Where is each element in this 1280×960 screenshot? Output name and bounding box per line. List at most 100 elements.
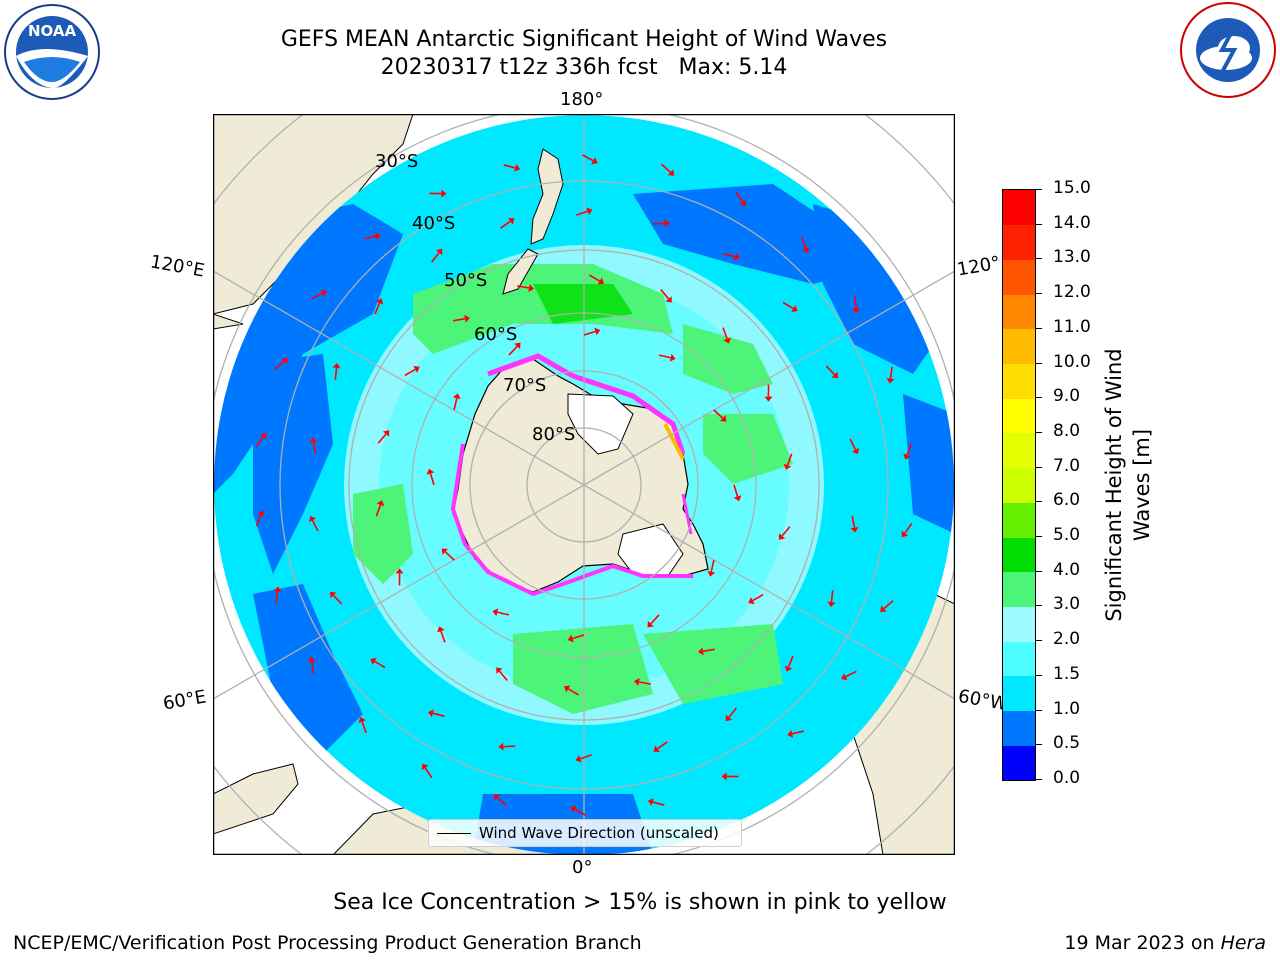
wind-arrow-head [748,597,755,605]
colorbar-tick-label: 4.0 [1053,559,1081,580]
wind-arrow-shaft [517,285,530,289]
wind-arrow-shaft [496,797,507,807]
wind-arrow-shaft [652,801,665,806]
wind-arrow-shaft [334,367,338,380]
wind-arrow-head [787,729,794,738]
lat-label-40s: 40°S [412,213,456,234]
wind-arrow-shaft [710,559,715,572]
colorbar-tick-label: 5.0 [1053,525,1081,546]
noaa-logo-text: NOAA [28,22,77,40]
wind-arrow-head [492,608,499,617]
lat-label-30s: 30°S [375,151,419,172]
wind-arrow-head [309,437,318,444]
wind-arrow-shaft [311,519,319,532]
footer-right: 19 Mar 2023 on Hera [1064,932,1266,954]
wind-arrow-head [721,772,727,781]
colorbar-tick-label: 11.0 [1053,316,1091,337]
wind-arrow-shaft [312,442,317,455]
wind-arrow-shaft [580,754,592,760]
colorbar-tick-label: 6.0 [1053,490,1081,511]
wind-arrow-shaft [588,274,601,282]
wind-arrow-shaft [845,670,857,678]
map-legend: Wind Wave Direction (unscaled) [428,819,742,847]
wind-arrow-head [428,709,434,718]
wind-arrow-head [435,248,443,256]
colorbar-band [1003,432,1035,469]
wind-arrow-head [719,415,727,422]
wind-arrow-head [903,453,911,460]
colorbar-tick-label: 12.0 [1053,282,1091,303]
wind-arrow-shaft [374,302,381,315]
wind-arrow-head [850,526,859,533]
wind-arrow-head [464,314,470,323]
chart-title-line2: 20230317 t12z 336h fcst Max: 5.14 [380,55,788,80]
wind-arrow-shaft [431,252,440,263]
colorbar-tick-mark [1035,258,1042,260]
wind-arrow-head [395,568,404,574]
footer-date: 19 Mar 2023 on [1064,932,1221,954]
wind-arrow-shaft [650,614,660,625]
wind-arrow-head [563,685,571,693]
wind-arrow-head [441,548,449,555]
wind-arrow-shaft [652,222,665,225]
legend-line-icon [437,832,471,834]
madagascar-land [213,763,299,835]
wind-arrow-shaft [332,594,343,605]
colorbar-tick-mark [1035,397,1042,399]
lon-label-180: 180° [560,89,604,110]
wind-arrow-shaft [363,235,377,240]
colorbar-tick-label: 3.0 [1053,594,1081,615]
nws-logo [1180,2,1276,98]
wind-arrows [255,154,913,816]
wind-arrow-shaft [440,630,446,643]
wind-arrow-head [307,656,316,663]
wind-arrow-head [273,586,282,592]
wind-arrow-head [665,296,672,303]
wind-arrow-head [259,432,267,440]
wind-arrow-shaft [503,164,516,169]
wind-arrow-shaft [500,220,511,229]
sea-ice-note: Sea Ice Concentration > 15% is shown in … [333,890,947,915]
wind-arrow-head [281,358,288,365]
wind-arrow-head [320,289,327,297]
wind-arrow-shaft [825,365,836,376]
wind-arrow-shaft [498,670,508,681]
lat-label-60s: 60°S [474,324,518,345]
wind-arrow-shaft [735,191,744,203]
colorbar-tick-mark [1035,501,1042,503]
wind-arrow-head [634,678,640,686]
wind-arrow-head [784,665,793,672]
wind-arrow-head [413,365,420,373]
noaa-logo: NOAA [4,4,100,100]
wind-arrow-shaft [638,681,651,685]
wind-arrow-head [528,284,534,292]
colorbar-tick-mark [1035,327,1042,329]
wind-arrow-shaft [497,611,510,616]
wind-arrow-head [586,207,593,216]
colorbar-tick-mark [1035,570,1042,572]
wind-arrow-shaft [444,551,455,561]
wind-arrow-head [707,570,716,577]
colorbar-band [1003,259,1035,295]
colorbar-tick-label: 2.0 [1053,629,1081,650]
wind-arrow-shaft [830,590,834,603]
wind-arrow-head [802,246,810,254]
graticule [213,114,955,855]
colorbar-band [1003,190,1035,226]
wind-arrow-shaft [429,473,435,486]
wind-arrow-head [647,798,654,806]
wind-arrow-head [330,591,337,599]
wind-arrow-head [664,219,670,228]
wind-arrow-head [852,307,861,314]
colorbar-tick-mark [1035,744,1042,746]
wind-arrow-shaft [849,438,857,451]
colorbar-tick-label: 1.5 [1053,663,1081,684]
wind-arrow-head [437,626,445,633]
lon-label-0: 0° [572,857,593,878]
legend-text: Wind Wave Direction (unscaled) [479,824,719,842]
wind-arrow-shaft [781,526,791,537]
wind-arrow-head [358,716,366,724]
colorbar-tick-mark [1035,709,1042,711]
wind-arrow-head [841,673,848,681]
colorbar-tick-mark [1035,779,1042,780]
